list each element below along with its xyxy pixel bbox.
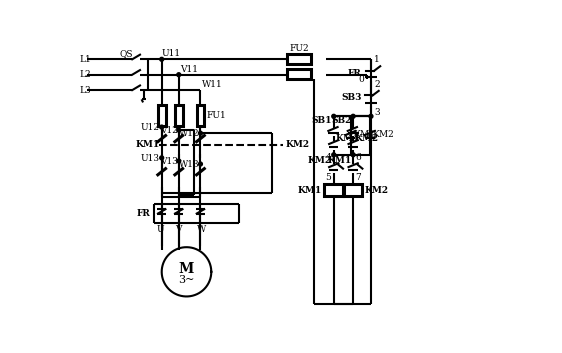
Text: 5: 5 bbox=[325, 173, 332, 183]
Circle shape bbox=[160, 125, 164, 129]
Circle shape bbox=[177, 159, 181, 163]
Text: M: M bbox=[179, 262, 194, 276]
Text: W13: W13 bbox=[179, 160, 200, 169]
Text: 2: 2 bbox=[374, 80, 380, 89]
Circle shape bbox=[198, 131, 202, 135]
Circle shape bbox=[160, 156, 164, 160]
Text: KM1: KM1 bbox=[327, 156, 352, 166]
Text: 3: 3 bbox=[374, 108, 380, 117]
Text: KM2: KM2 bbox=[355, 134, 379, 143]
Text: U: U bbox=[156, 225, 164, 234]
Text: FU1: FU1 bbox=[207, 111, 226, 120]
Text: KM2: KM2 bbox=[308, 156, 332, 166]
Text: SB2: SB2 bbox=[331, 116, 352, 125]
Text: 3~: 3~ bbox=[178, 275, 194, 285]
Text: SB1: SB1 bbox=[312, 116, 332, 125]
Circle shape bbox=[160, 58, 164, 61]
Text: L1: L1 bbox=[80, 55, 91, 64]
Circle shape bbox=[177, 128, 181, 132]
Text: V13: V13 bbox=[160, 157, 178, 166]
Text: FR: FR bbox=[137, 209, 150, 218]
Circle shape bbox=[177, 73, 181, 77]
Circle shape bbox=[198, 162, 202, 166]
Text: KM1: KM1 bbox=[135, 140, 160, 149]
Text: U12: U12 bbox=[140, 123, 160, 132]
Text: KM1: KM1 bbox=[336, 134, 360, 143]
Text: L3: L3 bbox=[80, 85, 91, 95]
Text: 0: 0 bbox=[358, 75, 364, 84]
Bar bbox=[344, 184, 362, 196]
Text: V12: V12 bbox=[160, 126, 178, 136]
Text: FR: FR bbox=[348, 69, 362, 78]
Text: U11: U11 bbox=[162, 49, 181, 58]
Text: 1: 1 bbox=[374, 55, 380, 64]
Text: 7: 7 bbox=[355, 173, 361, 183]
Text: V11: V11 bbox=[180, 65, 198, 74]
Bar bbox=[287, 69, 310, 79]
Bar bbox=[324, 184, 343, 196]
Text: FU2: FU2 bbox=[289, 44, 309, 53]
Text: V: V bbox=[175, 225, 182, 234]
Circle shape bbox=[351, 153, 355, 157]
Circle shape bbox=[332, 153, 336, 157]
Circle shape bbox=[369, 114, 373, 118]
Text: KM1: KM1 bbox=[298, 186, 322, 195]
Text: KM2: KM2 bbox=[373, 130, 395, 139]
Text: KM2: KM2 bbox=[365, 186, 389, 195]
Text: KM2: KM2 bbox=[285, 140, 310, 149]
Text: SB3: SB3 bbox=[341, 92, 362, 102]
Bar bbox=[197, 106, 205, 126]
Text: W12: W12 bbox=[179, 130, 200, 138]
Circle shape bbox=[332, 114, 336, 118]
Text: 6: 6 bbox=[355, 153, 361, 162]
Bar bbox=[287, 54, 310, 64]
Text: L2: L2 bbox=[80, 70, 91, 79]
Bar bbox=[158, 106, 166, 126]
Text: QS: QS bbox=[119, 49, 133, 58]
Circle shape bbox=[351, 114, 355, 118]
Text: W11: W11 bbox=[202, 80, 223, 89]
Bar bbox=[175, 106, 183, 126]
Text: KM1: KM1 bbox=[353, 130, 375, 139]
Text: U13: U13 bbox=[140, 154, 160, 163]
Text: 4: 4 bbox=[325, 153, 332, 162]
Text: W: W bbox=[197, 225, 207, 234]
